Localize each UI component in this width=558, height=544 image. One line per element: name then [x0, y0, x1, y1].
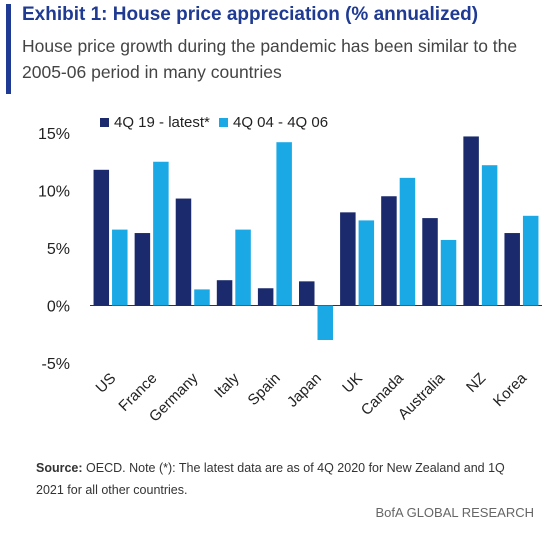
- legend-label: 4Q 19 - latest*: [114, 114, 210, 131]
- bar-prior-korea: [522, 215, 539, 306]
- bar-prior-spain: [276, 142, 292, 306]
- title-accent-bar: [6, 4, 11, 94]
- bar-recent-japan: [299, 281, 315, 306]
- y-tick-label: -5%: [42, 356, 70, 373]
- x-tick-label: US: [93, 370, 120, 397]
- x-tick-label: Australia: [395, 369, 449, 423]
- chart-title: Exhibit 1: House price appreciation (% a…: [22, 4, 479, 25]
- bar-recent-france: [134, 233, 151, 306]
- bar-recent-germany: [175, 198, 192, 306]
- bar-recent-us: [93, 169, 110, 306]
- brand-footer: BofA GLOBAL RESEARCH: [375, 505, 534, 520]
- bar-recent-canada: [381, 196, 397, 306]
- source-text: OECD. Note (*): The latest data are as o…: [36, 461, 505, 497]
- legend-swatch: [100, 118, 109, 127]
- bar-prior-italy: [235, 229, 251, 306]
- bar-prior-germany: [194, 289, 210, 306]
- bar-prior-canada: [399, 177, 416, 306]
- x-tick-label: UK: [339, 370, 366, 397]
- legend-label: 4Q 04 - 4Q 06: [233, 114, 328, 131]
- bar-recent-spain: [257, 288, 274, 306]
- bar-recent-australia: [422, 218, 438, 306]
- bar-prior-nz: [481, 165, 498, 306]
- bar-prior-france: [153, 161, 169, 306]
- bar-recent-uk: [340, 212, 356, 306]
- x-tick-label: NZ: [463, 370, 489, 396]
- source-note: Source: OECD. Note (*): The latest data …: [36, 457, 536, 501]
- x-tick-label: Italy: [211, 369, 243, 401]
- y-tick-label: 5%: [47, 241, 70, 258]
- bar-recent-italy: [216, 280, 233, 306]
- source-label: Source:: [36, 461, 83, 475]
- y-tick-label: 10%: [38, 184, 70, 201]
- bar-prior-australia: [440, 239, 457, 306]
- y-tick-label: 0%: [47, 299, 70, 316]
- x-tick-label: Korea: [490, 369, 531, 410]
- bar-recent-korea: [504, 233, 520, 306]
- legend-swatch: [219, 118, 228, 127]
- bar-prior-uk: [358, 220, 375, 306]
- chart-subtitle: House price growth during the pandemic h…: [22, 36, 518, 82]
- x-tick-label: Spain: [245, 370, 284, 409]
- bar-prior-japan: [317, 305, 333, 340]
- y-tick-label: 15%: [38, 126, 70, 143]
- bar-prior-us: [112, 229, 128, 306]
- x-tick-label: Japan: [284, 370, 325, 411]
- bar-recent-nz: [463, 136, 479, 306]
